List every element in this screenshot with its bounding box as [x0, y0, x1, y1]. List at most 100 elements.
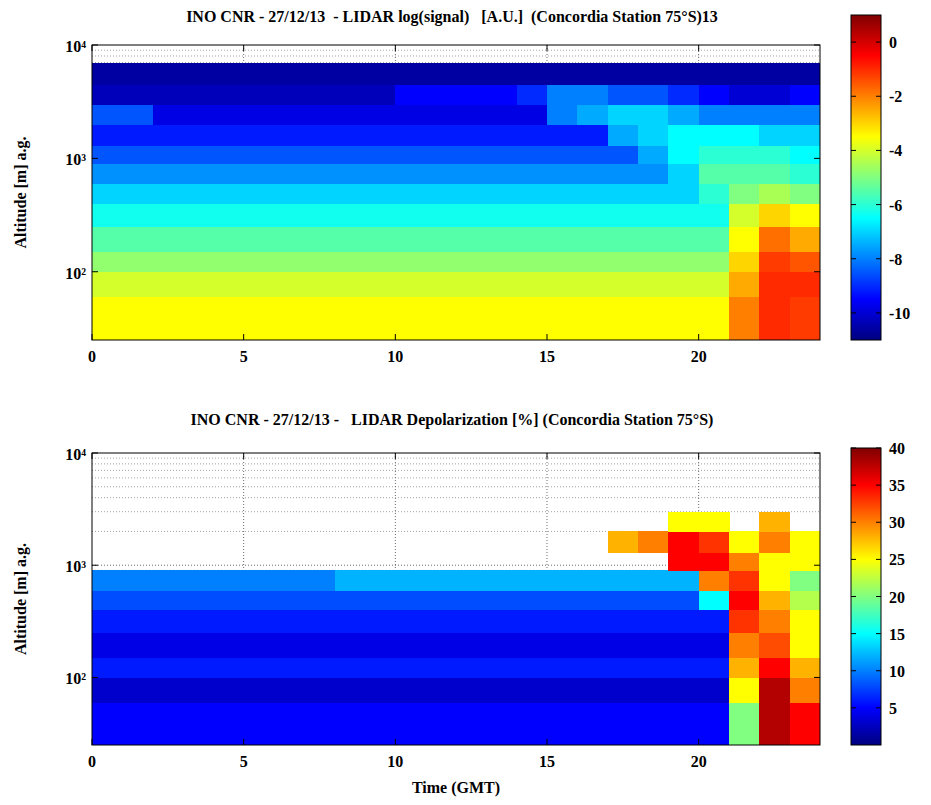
- colorbar-tick: [851, 312, 856, 313]
- cell: [395, 677, 456, 702]
- cell: [577, 610, 608, 633]
- cell: [335, 677, 396, 702]
- cell: [456, 677, 517, 702]
- cell: [274, 610, 335, 633]
- x-tick: [547, 334, 548, 340]
- colorbar-tick-label: -10: [889, 305, 910, 322]
- cell: [456, 184, 517, 204]
- cell: [395, 633, 456, 658]
- cell: [213, 590, 274, 610]
- colorbar-tick-label: 30: [889, 514, 905, 531]
- cell: [668, 272, 699, 298]
- colorbar-tick: [851, 596, 856, 597]
- cell: [759, 702, 790, 745]
- y-tick: [92, 677, 98, 678]
- y-tick-label: 10³: [65, 151, 86, 168]
- cell: [547, 227, 578, 253]
- cell: [92, 702, 153, 745]
- cell: [517, 164, 548, 184]
- cell: [699, 512, 730, 532]
- cell: [395, 203, 456, 227]
- cell: [729, 145, 760, 164]
- x-tick: [243, 334, 244, 340]
- cell: [668, 104, 699, 124]
- minor-grid-line: [92, 470, 820, 471]
- cell: [153, 184, 214, 204]
- cell: [638, 227, 669, 253]
- cell: [638, 84, 669, 104]
- cell: [608, 145, 639, 164]
- cell: [668, 203, 699, 227]
- x-tick: [698, 334, 699, 340]
- cell: [577, 590, 608, 610]
- cell: [547, 145, 578, 164]
- y-tick: [92, 45, 98, 46]
- cell: [790, 252, 820, 272]
- cell: [790, 272, 820, 298]
- cell: [638, 590, 669, 610]
- cell: [395, 252, 456, 272]
- cell: [456, 145, 517, 164]
- colorbar-tick: [876, 707, 881, 708]
- cell: [668, 145, 699, 164]
- plot-area: [92, 45, 820, 340]
- cell: [668, 590, 699, 610]
- cell: [274, 633, 335, 658]
- colorbar-tick-label: 15: [889, 626, 905, 643]
- cell: [517, 633, 548, 658]
- cell: [517, 658, 548, 678]
- cell: [577, 164, 608, 184]
- cell: [213, 252, 274, 272]
- cell: [759, 124, 790, 146]
- cell: [517, 184, 548, 204]
- colorbar-tick: [876, 448, 881, 449]
- cell: [608, 590, 639, 610]
- cell: [274, 63, 335, 85]
- cell: [699, 658, 730, 678]
- cell: [790, 84, 820, 104]
- cell: [547, 124, 578, 146]
- x-tick-label: 10: [387, 348, 403, 365]
- cell: [790, 570, 820, 590]
- x-tick: [547, 45, 548, 51]
- plot-frame: [92, 453, 820, 745]
- cell: [335, 104, 396, 124]
- cell: [638, 531, 669, 552]
- panel-0: 0510152010²10³10⁴INO CNR - 27/12/13 - LI…: [12, 8, 910, 365]
- colorbar-tick: [851, 448, 856, 449]
- cell: [274, 677, 335, 702]
- cell: [92, 164, 153, 184]
- cell: [456, 633, 517, 658]
- cell: [335, 227, 396, 253]
- colorbar-tick: [851, 485, 856, 486]
- cell: [517, 104, 548, 124]
- cell: [577, 297, 608, 340]
- colorbar-tick-label: 40: [889, 440, 905, 457]
- cells: [92, 63, 820, 340]
- minor-grid-line: [92, 50, 820, 51]
- x-tick: [698, 453, 699, 459]
- cells: [92, 512, 820, 745]
- cell: [790, 297, 820, 340]
- cell: [456, 570, 517, 590]
- cell: [668, 227, 699, 253]
- x-tick: [92, 334, 93, 340]
- y-tick-label: 10⁴: [65, 446, 86, 463]
- cell: [92, 84, 153, 104]
- x-tick: [547, 739, 548, 745]
- cell: [790, 184, 820, 204]
- cell: [92, 297, 153, 340]
- cell: [153, 610, 214, 633]
- cell: [699, 297, 730, 340]
- cell: [153, 702, 214, 745]
- x-tick: [243, 739, 244, 745]
- cell: [456, 658, 517, 678]
- cell: [699, 570, 730, 590]
- colorbar-tick: [876, 596, 881, 597]
- cell: [699, 124, 730, 146]
- cell: [213, 658, 274, 678]
- cell: [577, 145, 608, 164]
- cell: [759, 590, 790, 610]
- cell: [790, 145, 820, 164]
- cell: [790, 658, 820, 678]
